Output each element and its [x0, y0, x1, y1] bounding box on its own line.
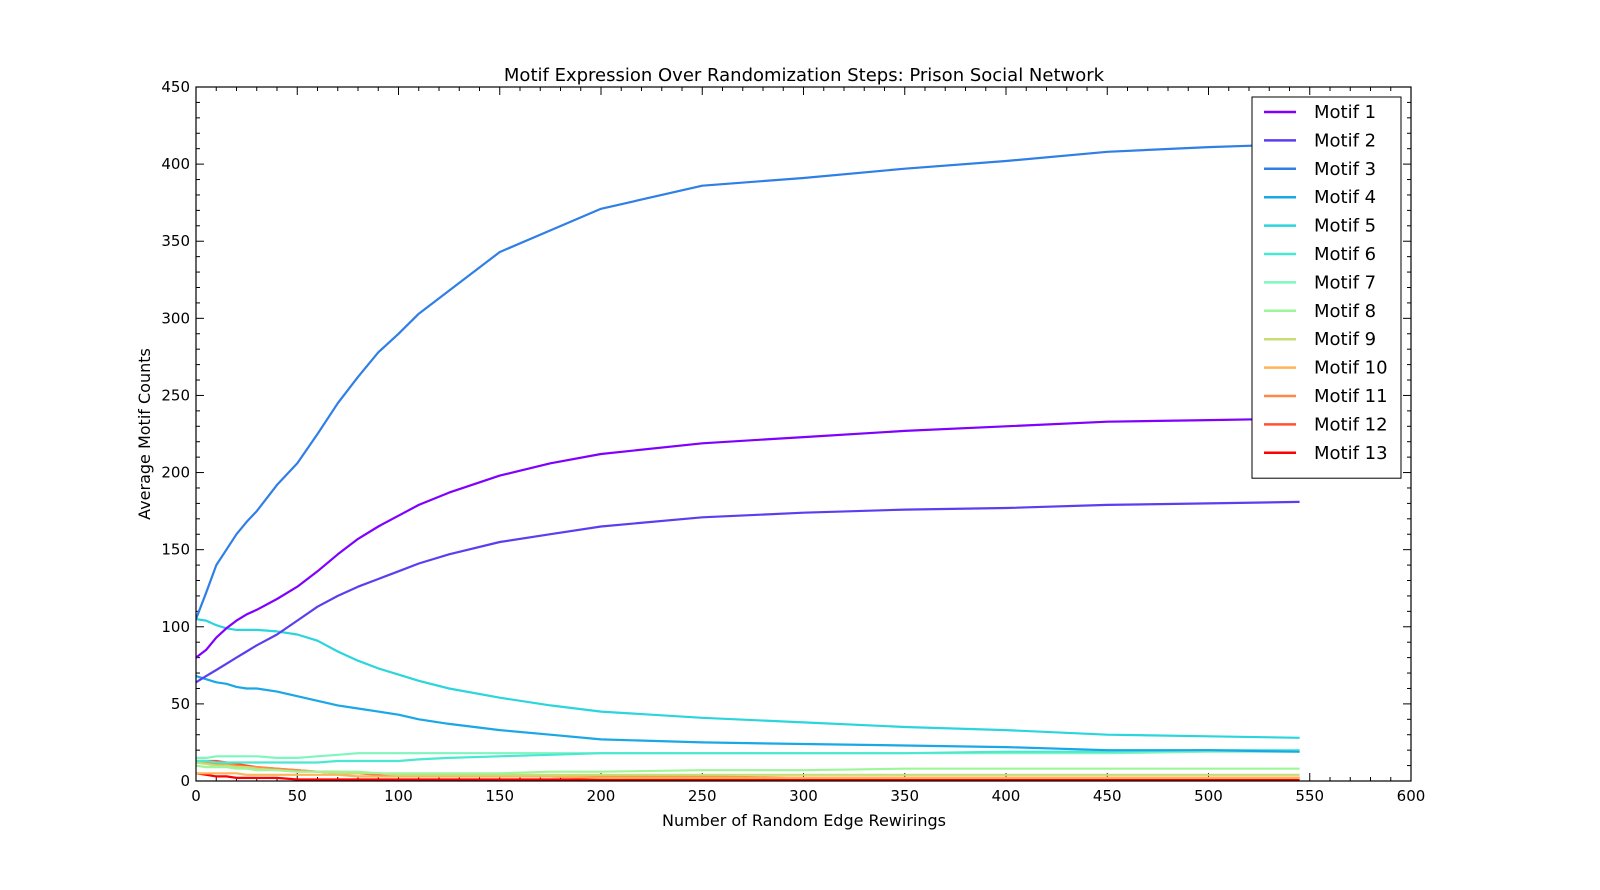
- x-axis-label: Number of Random Edge Rewirings: [662, 811, 946, 830]
- y-tick-label: 100: [161, 618, 190, 636]
- x-tick-label: 450: [1093, 787, 1122, 805]
- x-tick-label: 400: [992, 787, 1021, 805]
- chart-title: Motif Expression Over Randomization Step…: [504, 65, 1105, 86]
- plot-frame: [195, 86, 1412, 782]
- legend-label: Motif 3: [1314, 159, 1376, 180]
- legend-label: Motif 8: [1314, 301, 1376, 322]
- x-tick-label: 250: [688, 787, 717, 805]
- y-tick-label: 350: [161, 232, 190, 250]
- y-tick-label: 200: [161, 464, 190, 482]
- x-tick-label: 50: [288, 787, 307, 805]
- y-tick-label: 300: [161, 309, 190, 327]
- legend-label: Motif 11: [1314, 386, 1388, 407]
- x-tick-label: 150: [485, 787, 514, 805]
- series-line-motif-4: [196, 675, 1300, 753]
- series-line-motif-5: [196, 618, 1300, 739]
- y-tick-label: 450: [161, 78, 190, 96]
- y-tick-label: 0: [180, 772, 190, 790]
- legend-label: Motif 1: [1314, 102, 1376, 123]
- series-line-motif-3: [196, 143, 1300, 620]
- series-line-motif-6: [196, 749, 1300, 764]
- y-tick-label: 50: [171, 695, 190, 713]
- legend-label: Motif 13: [1314, 443, 1388, 464]
- x-tick-label: 200: [587, 787, 616, 805]
- x-tick-label: 100: [384, 787, 413, 805]
- y-axis-label: Average Motif Counts: [135, 348, 154, 520]
- legend-label: Motif 5: [1314, 216, 1376, 237]
- x-tick-label: 300: [789, 787, 818, 805]
- x-tick-label: 600: [1397, 787, 1426, 805]
- plot-area: 0 50 100 150 200 250 300 350 400 450 500 550 600 0 50 1…: [161, 78, 1425, 805]
- legend-label: Motif 4: [1314, 187, 1376, 208]
- y-tick-label: 250: [161, 386, 190, 404]
- legend-label: Motif 2: [1314, 130, 1376, 151]
- series-line-motif-13: [196, 772, 1300, 781]
- x-tick-label: 550: [1295, 787, 1324, 805]
- legend-label: Motif 6: [1314, 244, 1376, 265]
- y-tick-label: 150: [161, 541, 190, 559]
- series-line-motif-10: [196, 772, 1300, 780]
- series-line-motif-1: [196, 417, 1300, 659]
- legend-label: Motif 9: [1314, 329, 1376, 350]
- legend-label: Motif 10: [1314, 358, 1388, 379]
- x-tick-label: 500: [1194, 787, 1223, 805]
- x-tick-label: 0: [191, 787, 201, 805]
- legend-label: Motif 7: [1314, 272, 1376, 293]
- x-tick-label: 350: [890, 787, 919, 805]
- series-line-motif-2: [196, 500, 1300, 684]
- y-tick-label: 400: [161, 155, 190, 173]
- legend-label: Motif 12: [1314, 414, 1388, 435]
- series-line-motif-8: [196, 764, 1300, 775]
- legend-box: [1251, 96, 1402, 479]
